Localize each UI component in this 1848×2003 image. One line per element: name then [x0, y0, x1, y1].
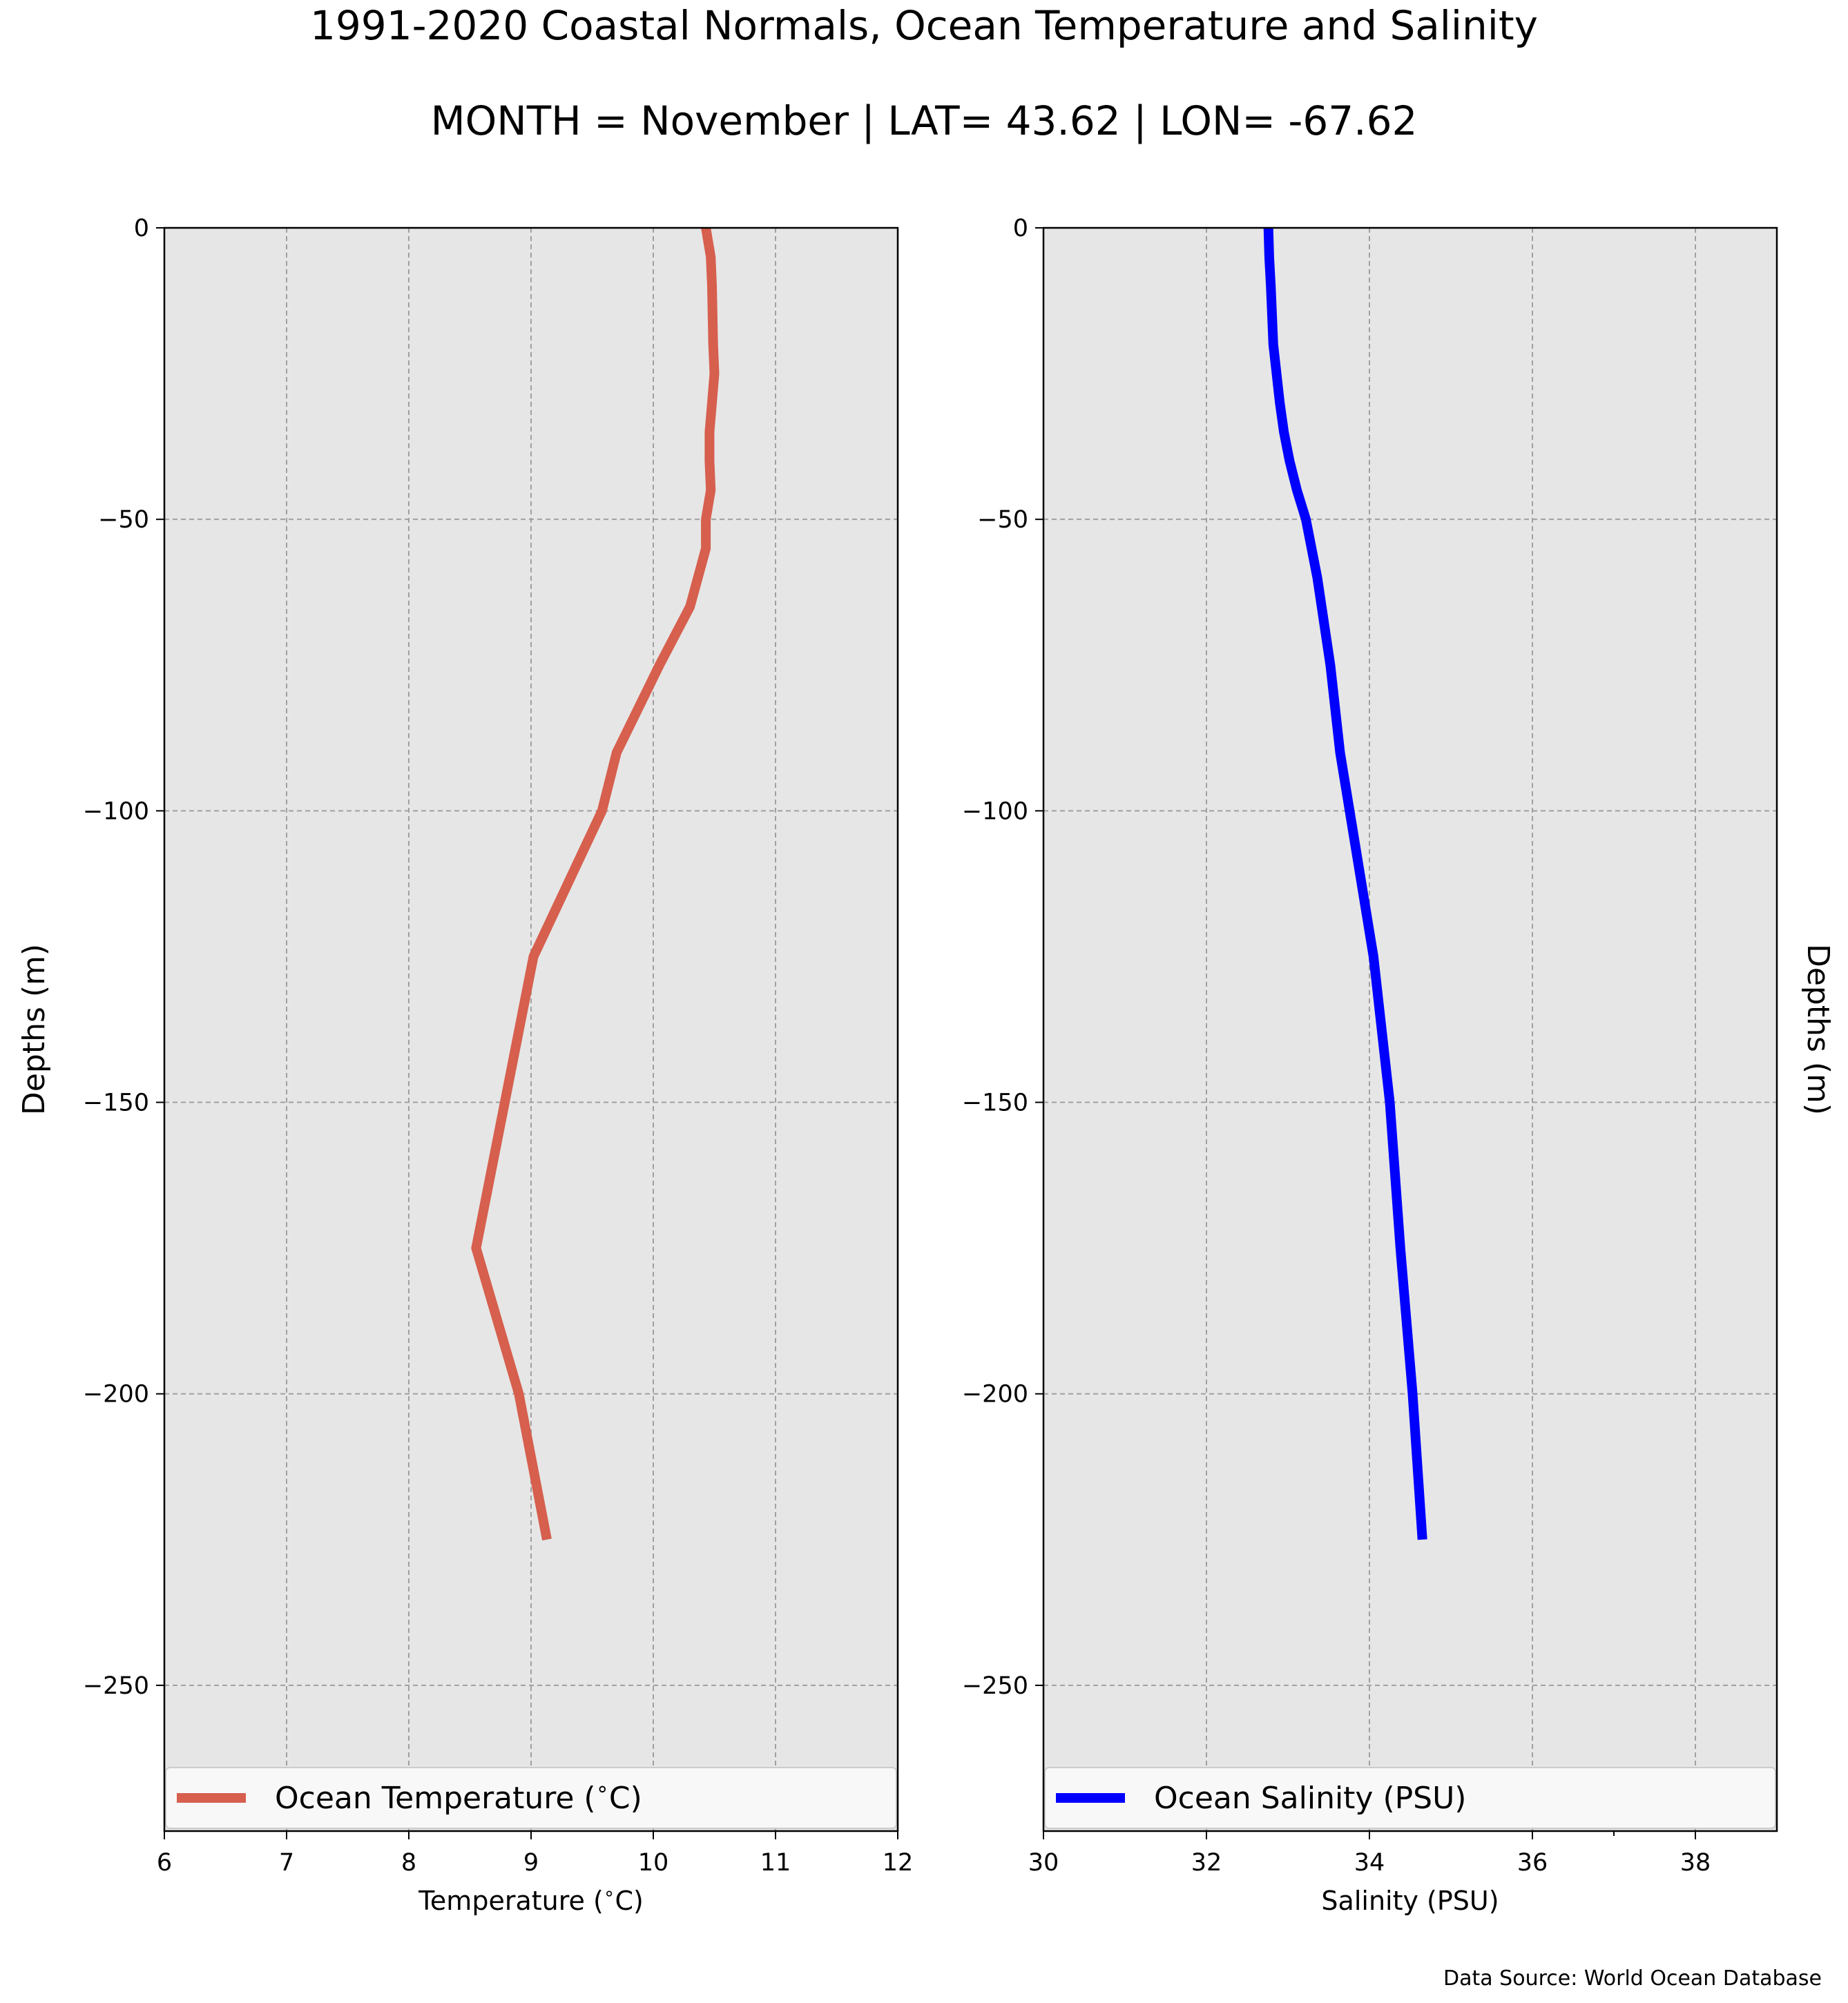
salinity-x-tick-label: 34: [1354, 1849, 1385, 1877]
temperature-series-line: [471, 226, 720, 1541]
temperature-y-tick-label: −100: [83, 797, 149, 825]
salinity-y-tick-label: −150: [962, 1090, 1028, 1117]
salinity-x-axis-label: Salinity (PSU): [1321, 1886, 1499, 1916]
salinity-y-tick-label: −100: [962, 797, 1028, 825]
temperature-legend-label: Ocean Temperature (∘C): [275, 1777, 642, 1816]
salinity-y-tick-label: −250: [962, 1672, 1028, 1700]
salinity-plot-area: [1043, 228, 1777, 1831]
data-source-note: Data Source: World Ocean Database: [1443, 1966, 1822, 1991]
salinity-x-tick-label: 36: [1517, 1849, 1548, 1877]
salinity-series-line: [1263, 227, 1427, 1540]
chart-subtitle: MONTH = November | LAT= 43.62 | LON= -67…: [431, 97, 1418, 144]
salinity-x-tick-label: 30: [1028, 1849, 1059, 1877]
temperature-y-axis-label: Depths (m): [17, 944, 52, 1115]
temperature-y-tick-label: −150: [83, 1090, 149, 1117]
temperature-y-tick-label: −50: [98, 506, 149, 534]
temperature-panel: 6 7 8 9 10 11 12 0 −50 −100 −150 −200 −250 Ocean Temp…: [17, 215, 913, 1916]
temperature-y-tick-label: 0: [134, 215, 149, 242]
temperature-x-tick-label: 7: [279, 1849, 294, 1877]
temperature-x-tick-label: 9: [523, 1849, 539, 1877]
temperature-x-tick-label: 10: [638, 1849, 669, 1877]
temperature-x-tick-label: 12: [883, 1849, 914, 1877]
salinity-y-axis-label: Depths (m): [1800, 944, 1836, 1115]
salinity-plot-frame: [1042, 226, 1778, 1832]
temperature-y-tick-label: −250: [83, 1672, 149, 1700]
salinity-y-tick-label: −50: [977, 506, 1028, 534]
salinity-x-tick-label: 38: [1680, 1849, 1711, 1877]
temperature-plot-frame: [163, 226, 899, 1832]
salinity-panel: 30 32 34 36 38 0 −50 −100 −150 −200 −250 Ocean Sali…: [962, 215, 1836, 1916]
chart-title: 1991-2020 Coastal Normals, Ocean Tempera…: [310, 2, 1538, 49]
temperature-x-tick-label: 11: [760, 1849, 791, 1877]
temperature-x-tick-label: 8: [401, 1849, 416, 1877]
temperature-legend-box: [165, 1767, 897, 1829]
salinity-x-tick-label: 32: [1191, 1849, 1222, 1877]
salinity-y-tick-label: 0: [1013, 215, 1028, 242]
temperature-x-tick-label: 6: [157, 1849, 172, 1877]
salinity-y-tick-label: −200: [962, 1381, 1028, 1409]
salinity-legend-label: Ocean Salinity (PSU): [1154, 1781, 1466, 1816]
temperature-y-tick-label: −200: [83, 1381, 149, 1409]
salinity-legend-box: [1044, 1767, 1776, 1829]
